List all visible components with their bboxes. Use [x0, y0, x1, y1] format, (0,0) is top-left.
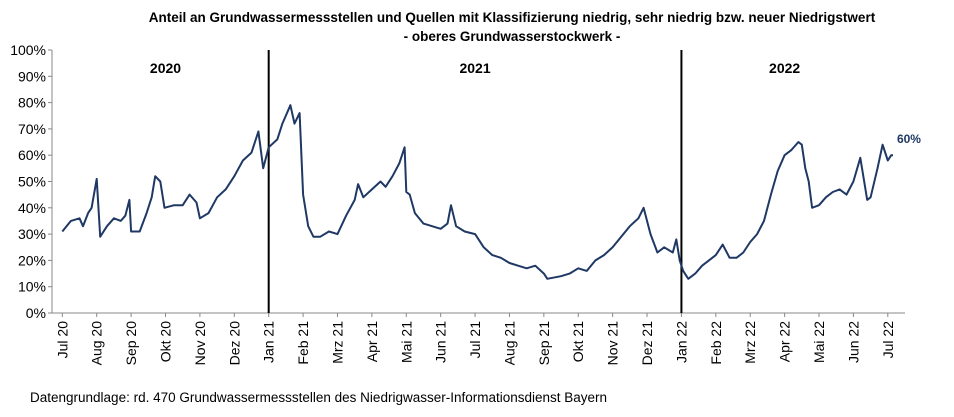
y-tick-label: 80% [18, 95, 46, 111]
x-tick-label: Mai 22 [811, 321, 827, 363]
year-label: 2021 [459, 60, 490, 76]
x-tick-label: Aug 20 [89, 321, 105, 366]
end-label: 60% [897, 132, 921, 146]
x-tick-label: Dez 21 [639, 321, 655, 366]
y-tick-label: 90% [18, 68, 46, 84]
x-tick-label: Dez 20 [226, 321, 242, 366]
x-tick-label: Jul 22 [880, 321, 896, 359]
x-tick-label: Nov 20 [192, 321, 208, 366]
x-tick-label: Aug 21 [501, 321, 517, 366]
x-tick-label: Jan 22 [673, 321, 689, 363]
x-tick-label: Mrz 22 [742, 321, 758, 364]
year-label-box [756, 58, 813, 78]
x-tick-label: Jun 21 [433, 321, 449, 363]
x-tick-label: Nov 21 [605, 321, 621, 366]
y-tick-label: 50% [18, 174, 46, 190]
y-tick-label: 20% [18, 252, 46, 268]
y-tick-label: 10% [18, 279, 46, 295]
x-tick-label: Jul 20 [54, 321, 70, 359]
x-tick-label: Jan 21 [261, 321, 277, 363]
chart-title: Anteil an Grundwassermessstellen und Que… [149, 10, 876, 25]
line-series [61, 104, 893, 280]
chart-subtitle: - oberes Grundwasserstockwerk - [404, 29, 621, 44]
x-tick-label: Feb 21 [295, 321, 311, 365]
x-tick-label: Jun 22 [845, 321, 861, 363]
x-tick-label: Apr 22 [777, 321, 793, 362]
x-tick-label: Sep 21 [536, 321, 552, 366]
y-tick-label: 60% [18, 147, 46, 163]
x-tick-label: Apr 21 [364, 321, 380, 362]
year-label: 2022 [769, 60, 800, 76]
x-tick-label: Sep 20 [123, 321, 139, 366]
x-tick-label: Okt 20 [158, 321, 174, 362]
year-label-box [137, 58, 194, 78]
x-tick-label: Feb 22 [708, 321, 724, 365]
y-tick-label: 70% [18, 121, 46, 137]
x-tick-label: Mai 21 [398, 321, 414, 363]
year-label: 2020 [150, 60, 181, 76]
year-label-box [447, 58, 504, 78]
y-tick-label: 40% [18, 200, 46, 216]
y-tick-label: 100% [10, 42, 46, 58]
y-tick-label: 0% [26, 305, 46, 321]
y-tick-label: 30% [18, 226, 46, 242]
x-tick-label: Mrz 21 [329, 321, 345, 364]
x-tick-label: Okt 21 [570, 321, 586, 362]
source-note: Datengrundlage: rd. 470 Grundwassermesss… [30, 390, 607, 405]
x-tick-label: Jul 21 [467, 321, 483, 359]
